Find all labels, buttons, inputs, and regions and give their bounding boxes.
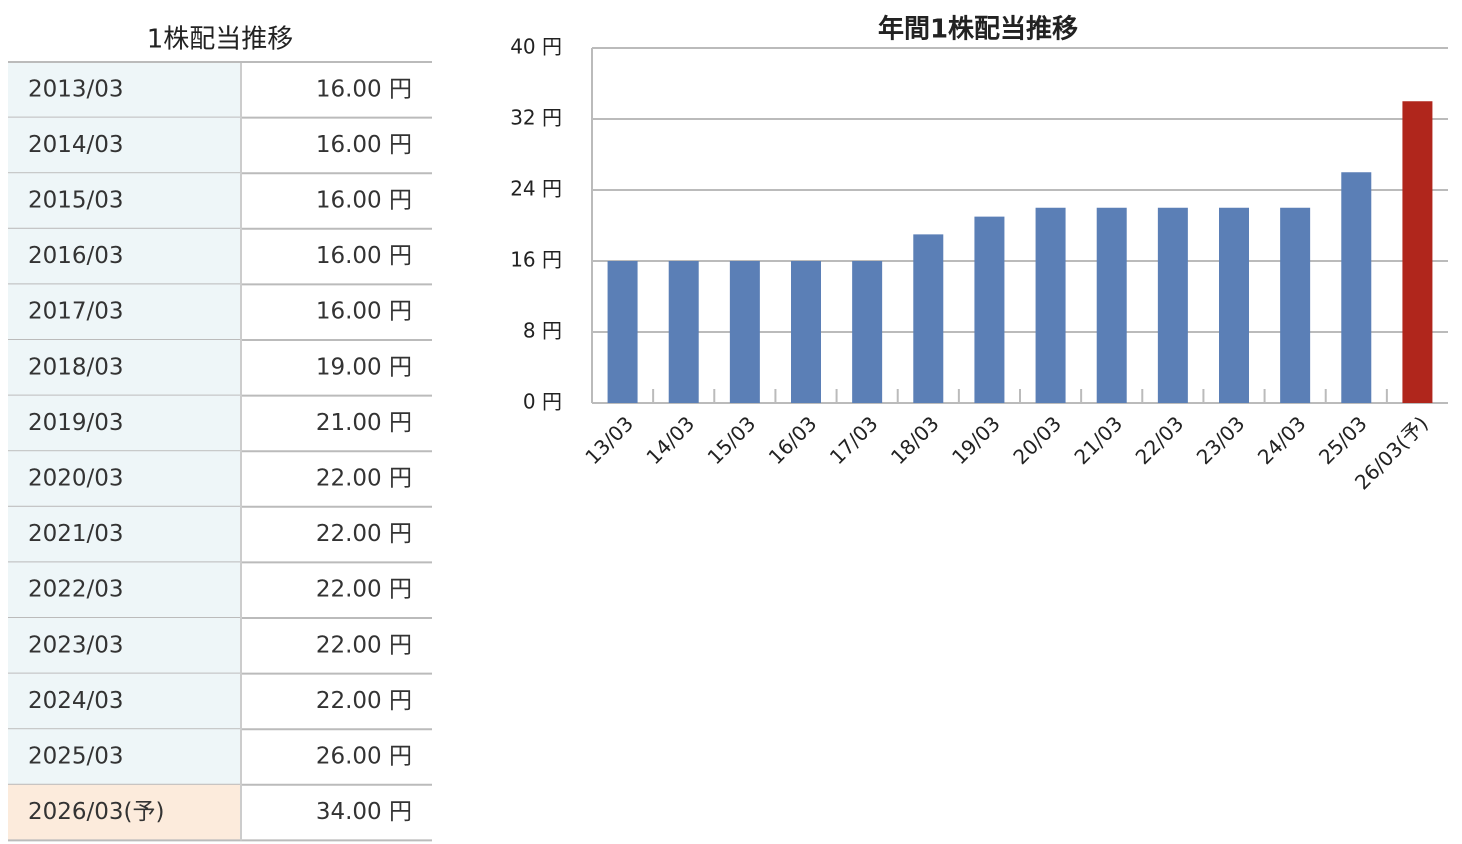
row-header-cell [8, 618, 241, 674]
period-cell: 2014/03 [28, 132, 124, 158]
period-cell: 2013/03 [28, 76, 124, 102]
x-tick-label: 13/03 [580, 411, 638, 469]
bar [607, 261, 638, 403]
period-cell: 2022/03 [28, 577, 124, 603]
bar [852, 261, 883, 403]
y-tick-label: 16 円 [510, 248, 562, 272]
x-tick-label: 20/03 [1008, 411, 1066, 469]
dividend-cell: 22.00 円 [316, 632, 412, 658]
period-cell: 2026/03(予) [28, 799, 165, 825]
x-tick-label: 18/03 [886, 411, 944, 469]
row-header-cell [8, 228, 241, 285]
x-tick-label: 25/03 [1314, 411, 1372, 469]
dividend-cell: 21.00 円 [316, 410, 412, 436]
bar [1219, 207, 1249, 403]
dividend-cell: 16.00 円 [316, 299, 412, 325]
row-header-cell [8, 284, 241, 340]
y-tick-label: 40 円 [510, 35, 562, 59]
table-title: 1株配当推移 [147, 25, 294, 55]
bar [1341, 172, 1372, 403]
row-header-cell [8, 395, 241, 452]
bar [1035, 207, 1066, 403]
bar [791, 261, 821, 403]
x-tick-label: 21/03 [1069, 411, 1127, 469]
x-tick-label: 17/03 [825, 411, 883, 469]
dividend-cell: 22.00 円 [316, 577, 412, 603]
period-cell: 2025/03 [28, 744, 124, 770]
dividend-cell: 16.00 円 [316, 76, 412, 102]
dividend-cell: 16.00 円 [316, 188, 412, 214]
x-tick-label: 14/03 [641, 411, 699, 469]
y-tick-label: 24 円 [510, 177, 562, 201]
chart-title: 年間1株配当推移 [878, 14, 1078, 45]
bar [729, 261, 760, 403]
bar [1157, 207, 1188, 403]
dividend-cell: 16.00 円 [316, 243, 412, 269]
dividend-cell: 34.00 円 [316, 799, 412, 825]
period-cell: 2017/03 [28, 299, 124, 325]
row-header-cell [8, 729, 241, 785]
row-header-cell [8, 506, 241, 563]
bar [668, 261, 699, 403]
x-tick-label: 19/03 [947, 411, 1005, 469]
row-header-cell [8, 340, 241, 396]
period-cell: 2023/03 [28, 632, 124, 658]
x-tick-label: 23/03 [1192, 411, 1250, 469]
y-tick-label: 32 円 [510, 106, 562, 130]
bar [1280, 207, 1311, 403]
period-cell: 2019/03 [28, 410, 124, 436]
dividend-cell: 26.00 円 [316, 744, 412, 770]
period-cell: 2021/03 [28, 521, 124, 547]
dividend-cell: 16.00 円 [316, 132, 412, 158]
bar [1402, 101, 1433, 403]
dividend-cell: 22.00 円 [316, 466, 412, 492]
dividend-cell: 22.00 円 [316, 688, 412, 714]
row-header-cell [8, 451, 241, 507]
dividend-cell: 22.00 円 [316, 521, 412, 547]
bar [913, 234, 944, 403]
period-cell: 2020/03 [28, 466, 124, 492]
period-cell: 2024/03 [28, 688, 124, 714]
period-cell: 2018/03 [28, 354, 124, 380]
row-header-cell [8, 173, 241, 229]
x-tick-label: 15/03 [703, 411, 761, 469]
y-tick-label: 8 円 [523, 319, 562, 343]
period-cell: 2015/03 [28, 188, 124, 214]
x-tick-label: 16/03 [764, 411, 822, 469]
x-tick-label: 22/03 [1131, 411, 1189, 469]
bar [974, 216, 1005, 403]
period-cell: 2016/03 [28, 243, 124, 269]
bar [1096, 207, 1127, 403]
row-header-cell [8, 562, 241, 618]
row-header-cell [8, 117, 241, 174]
x-tick-label: 24/03 [1253, 411, 1311, 469]
dividend-cell: 19.00 円 [316, 354, 412, 380]
row-header-cell [8, 62, 241, 118]
row-header-cell [8, 673, 241, 730]
row-header-cell [8, 784, 241, 841]
y-tick-label: 0 円 [523, 390, 562, 414]
